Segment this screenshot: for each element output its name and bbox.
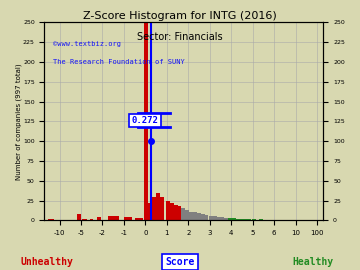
Bar bbox=[90, 219, 94, 220]
Bar bbox=[166, 201, 170, 220]
Bar bbox=[247, 219, 251, 220]
Bar bbox=[189, 212, 193, 220]
Bar bbox=[232, 218, 236, 220]
Bar bbox=[193, 212, 197, 220]
Text: ©www.textbiz.org: ©www.textbiz.org bbox=[53, 41, 121, 47]
Bar bbox=[48, 219, 54, 220]
Bar bbox=[160, 197, 164, 220]
Bar bbox=[135, 218, 143, 220]
Bar bbox=[244, 219, 247, 220]
Bar bbox=[124, 217, 132, 220]
Bar bbox=[77, 214, 81, 220]
Bar bbox=[201, 214, 204, 220]
Text: Healthy: Healthy bbox=[293, 256, 334, 266]
Bar bbox=[181, 208, 185, 220]
Text: 0.272: 0.272 bbox=[132, 116, 159, 125]
Bar bbox=[185, 210, 189, 220]
Bar bbox=[228, 218, 232, 220]
Bar bbox=[260, 219, 263, 220]
Bar bbox=[217, 217, 220, 220]
Bar bbox=[144, 22, 148, 220]
Text: Z-Score Histogram for INTG (2016): Z-Score Histogram for INTG (2016) bbox=[83, 11, 277, 21]
Text: Sector: Financials: Sector: Financials bbox=[137, 32, 223, 42]
Bar bbox=[252, 219, 256, 220]
Bar bbox=[170, 203, 174, 220]
Bar bbox=[220, 217, 224, 220]
Text: Unhealthy: Unhealthy bbox=[21, 256, 73, 266]
Bar bbox=[177, 206, 181, 220]
Bar bbox=[82, 219, 87, 220]
Bar bbox=[224, 218, 228, 220]
Bar bbox=[204, 215, 208, 220]
Bar bbox=[108, 217, 118, 220]
Text: The Research Foundation of SUNY: The Research Foundation of SUNY bbox=[53, 59, 185, 65]
Bar bbox=[97, 217, 101, 220]
Bar bbox=[240, 219, 244, 220]
Bar bbox=[213, 217, 217, 220]
Y-axis label: Number of companies (997 total): Number of companies (997 total) bbox=[15, 63, 22, 180]
Bar bbox=[209, 216, 213, 220]
Bar bbox=[148, 203, 152, 220]
Bar bbox=[156, 193, 160, 220]
Bar bbox=[174, 205, 177, 220]
Bar bbox=[197, 213, 201, 220]
Bar bbox=[152, 197, 156, 220]
Text: Score: Score bbox=[165, 256, 195, 266]
Bar bbox=[236, 219, 240, 220]
